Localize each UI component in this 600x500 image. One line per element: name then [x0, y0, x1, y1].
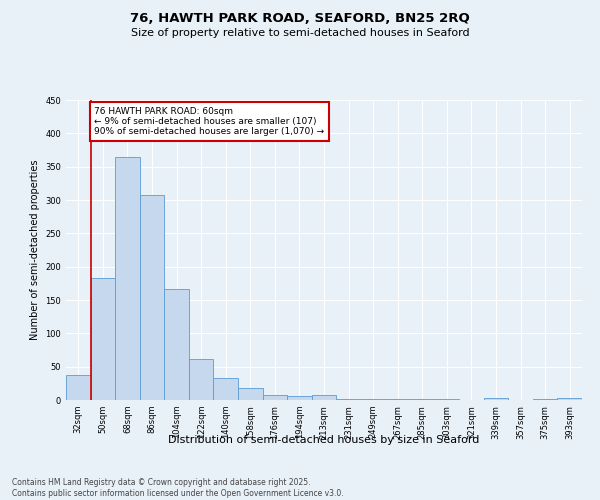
Text: 76, HAWTH PARK ROAD, SEAFORD, BN25 2RQ: 76, HAWTH PARK ROAD, SEAFORD, BN25 2RQ: [130, 12, 470, 26]
Text: 76 HAWTH PARK ROAD: 60sqm
← 9% of semi-detached houses are smaller (107)
90% of : 76 HAWTH PARK ROAD: 60sqm ← 9% of semi-d…: [94, 106, 325, 136]
Bar: [140, 196, 164, 400]
Bar: [238, 388, 263, 400]
Bar: [164, 288, 189, 400]
Bar: [66, 376, 91, 400]
Bar: [287, 396, 312, 400]
Bar: [214, 378, 238, 400]
Text: Contains HM Land Registry data © Crown copyright and database right 2025.
Contai: Contains HM Land Registry data © Crown c…: [12, 478, 344, 498]
Bar: [263, 394, 287, 400]
Text: Distribution of semi-detached houses by size in Seaford: Distribution of semi-detached houses by …: [169, 435, 479, 445]
Text: Size of property relative to semi-detached houses in Seaford: Size of property relative to semi-detach…: [131, 28, 469, 38]
Bar: [484, 398, 508, 400]
Y-axis label: Number of semi-detached properties: Number of semi-detached properties: [30, 160, 40, 340]
Bar: [557, 398, 582, 400]
Bar: [91, 278, 115, 400]
Bar: [312, 394, 336, 400]
Bar: [115, 156, 140, 400]
Bar: [189, 360, 214, 400]
